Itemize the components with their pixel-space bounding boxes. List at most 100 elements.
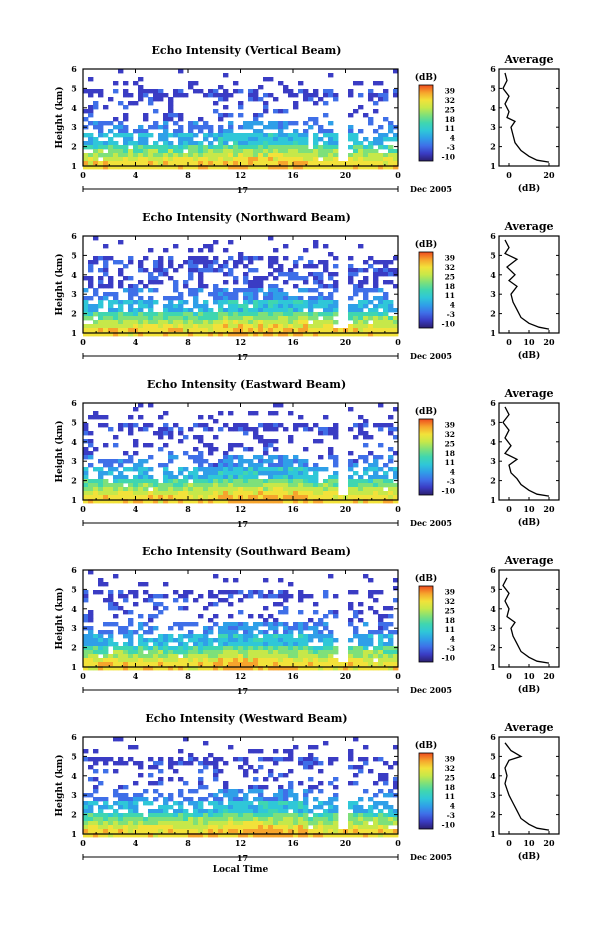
heatmap-cell [278,145,284,150]
heatmap-cell [373,801,379,806]
heatmap-cell [193,324,199,329]
heatmap-cell [148,324,154,329]
heatmap-cell [218,157,224,162]
heatmap-cell [263,165,269,170]
heatmap-cell [183,153,189,158]
heatmap-cell [298,459,304,464]
heatmap-cell [328,292,334,297]
heatmap-cell [273,626,279,631]
heatmap-cell [378,825,384,830]
heatmap-cell [313,280,319,285]
heatmap-cell [108,821,114,826]
heatmap-cell [223,590,229,595]
heatmap-cell [103,654,109,659]
avg-y-tick-label: 4 [490,771,496,781]
heatmap-cell [203,93,209,98]
heatmap-cell [143,475,149,480]
heatmap-cell [368,97,374,102]
heatmap-cell [168,765,174,770]
heatmap-cell [153,642,159,647]
heatmap-cell [313,666,319,671]
heatmap-cell [278,149,284,154]
heatmap-cell [368,495,374,500]
heatmap-cell [88,105,94,110]
heatmap-cell [128,630,134,635]
heatmap-cell [263,757,269,762]
heatmap-cell [93,415,99,420]
heatmap-cell [163,272,169,277]
heatmap-cell [138,650,144,655]
heatmap-cell [163,161,169,166]
heatmap-cell [388,129,394,134]
heatmap-cell [323,427,329,432]
heatmap-cell [218,650,224,655]
heatmap-cell [393,499,399,504]
heatmap-cell [188,487,194,492]
heatmap-cell [363,276,369,281]
heatmap-cell [183,817,189,822]
heatmap-cell [328,427,334,432]
heatmap-cell [218,85,224,90]
heatmap-cell [233,296,239,301]
avg-y-tick-label: 1 [490,662,496,672]
heatmap-cell [323,479,329,484]
heatmap-cell [303,646,309,651]
heatmap-cell [258,805,264,810]
heatmap-cell [143,582,149,587]
heatmap-cell [273,411,279,416]
heatmap-cell [388,829,394,834]
colorbar-unit: (dB) [415,72,437,83]
heatmap-cell [113,829,119,834]
heatmap-cell [358,654,364,659]
heatmap-cell [378,642,384,647]
heatmap-cell [278,610,284,615]
heatmap-cell [103,829,109,834]
heatmap-cell [138,427,144,432]
heatmap-cell [243,288,249,293]
heatmap-cell [108,161,114,166]
heatmap-cell [303,423,309,428]
day-label: 17 [237,686,248,696]
heatmap-cell [248,324,254,329]
heatmap-cell [353,801,359,806]
heatmap-cell [228,622,234,627]
heatmap-cell [188,260,194,265]
heatmap-cell [248,765,254,770]
heatmap-cell [173,622,179,627]
heatmap-cell [103,666,109,671]
heatmap-cell [163,125,169,130]
heatmap-cell [208,753,214,758]
heatmap-cell [163,324,169,329]
heatmap-cell [103,821,109,826]
heatmap-cell [268,328,274,333]
heatmap-cell [153,809,159,814]
heatmap-cell [338,499,344,504]
heatmap-cell [208,328,214,333]
heatmap-cell [143,483,149,488]
heatmap-cell [158,161,164,166]
heatmap-cell [198,805,204,810]
heatmap-cell [303,316,309,321]
heatmap-cell [243,137,249,142]
heatmap-cell [178,825,184,830]
heatmap-cell [93,491,99,496]
heatmap-cell [183,833,189,838]
heatmap-cell [388,328,394,333]
heatmap-cell [113,658,119,663]
heatmap-cell [208,427,214,432]
heatmap-cell [378,475,384,480]
heatmap-cell [293,801,299,806]
heatmap-cell [158,610,164,615]
heatmap-cell [173,93,179,98]
heatmap-cell [128,141,134,146]
heatmap-cell [243,296,249,301]
heatmap-cell [218,268,224,273]
heatmap-cell [258,491,264,496]
heatmap-cell [213,240,219,245]
heatmap-cell [93,777,99,782]
heatmap-cell [348,145,354,150]
heatmap-cell [188,630,194,635]
heatmap-cell [108,471,114,476]
heatmap-cell [228,817,234,822]
heatmap-cell [238,165,244,170]
